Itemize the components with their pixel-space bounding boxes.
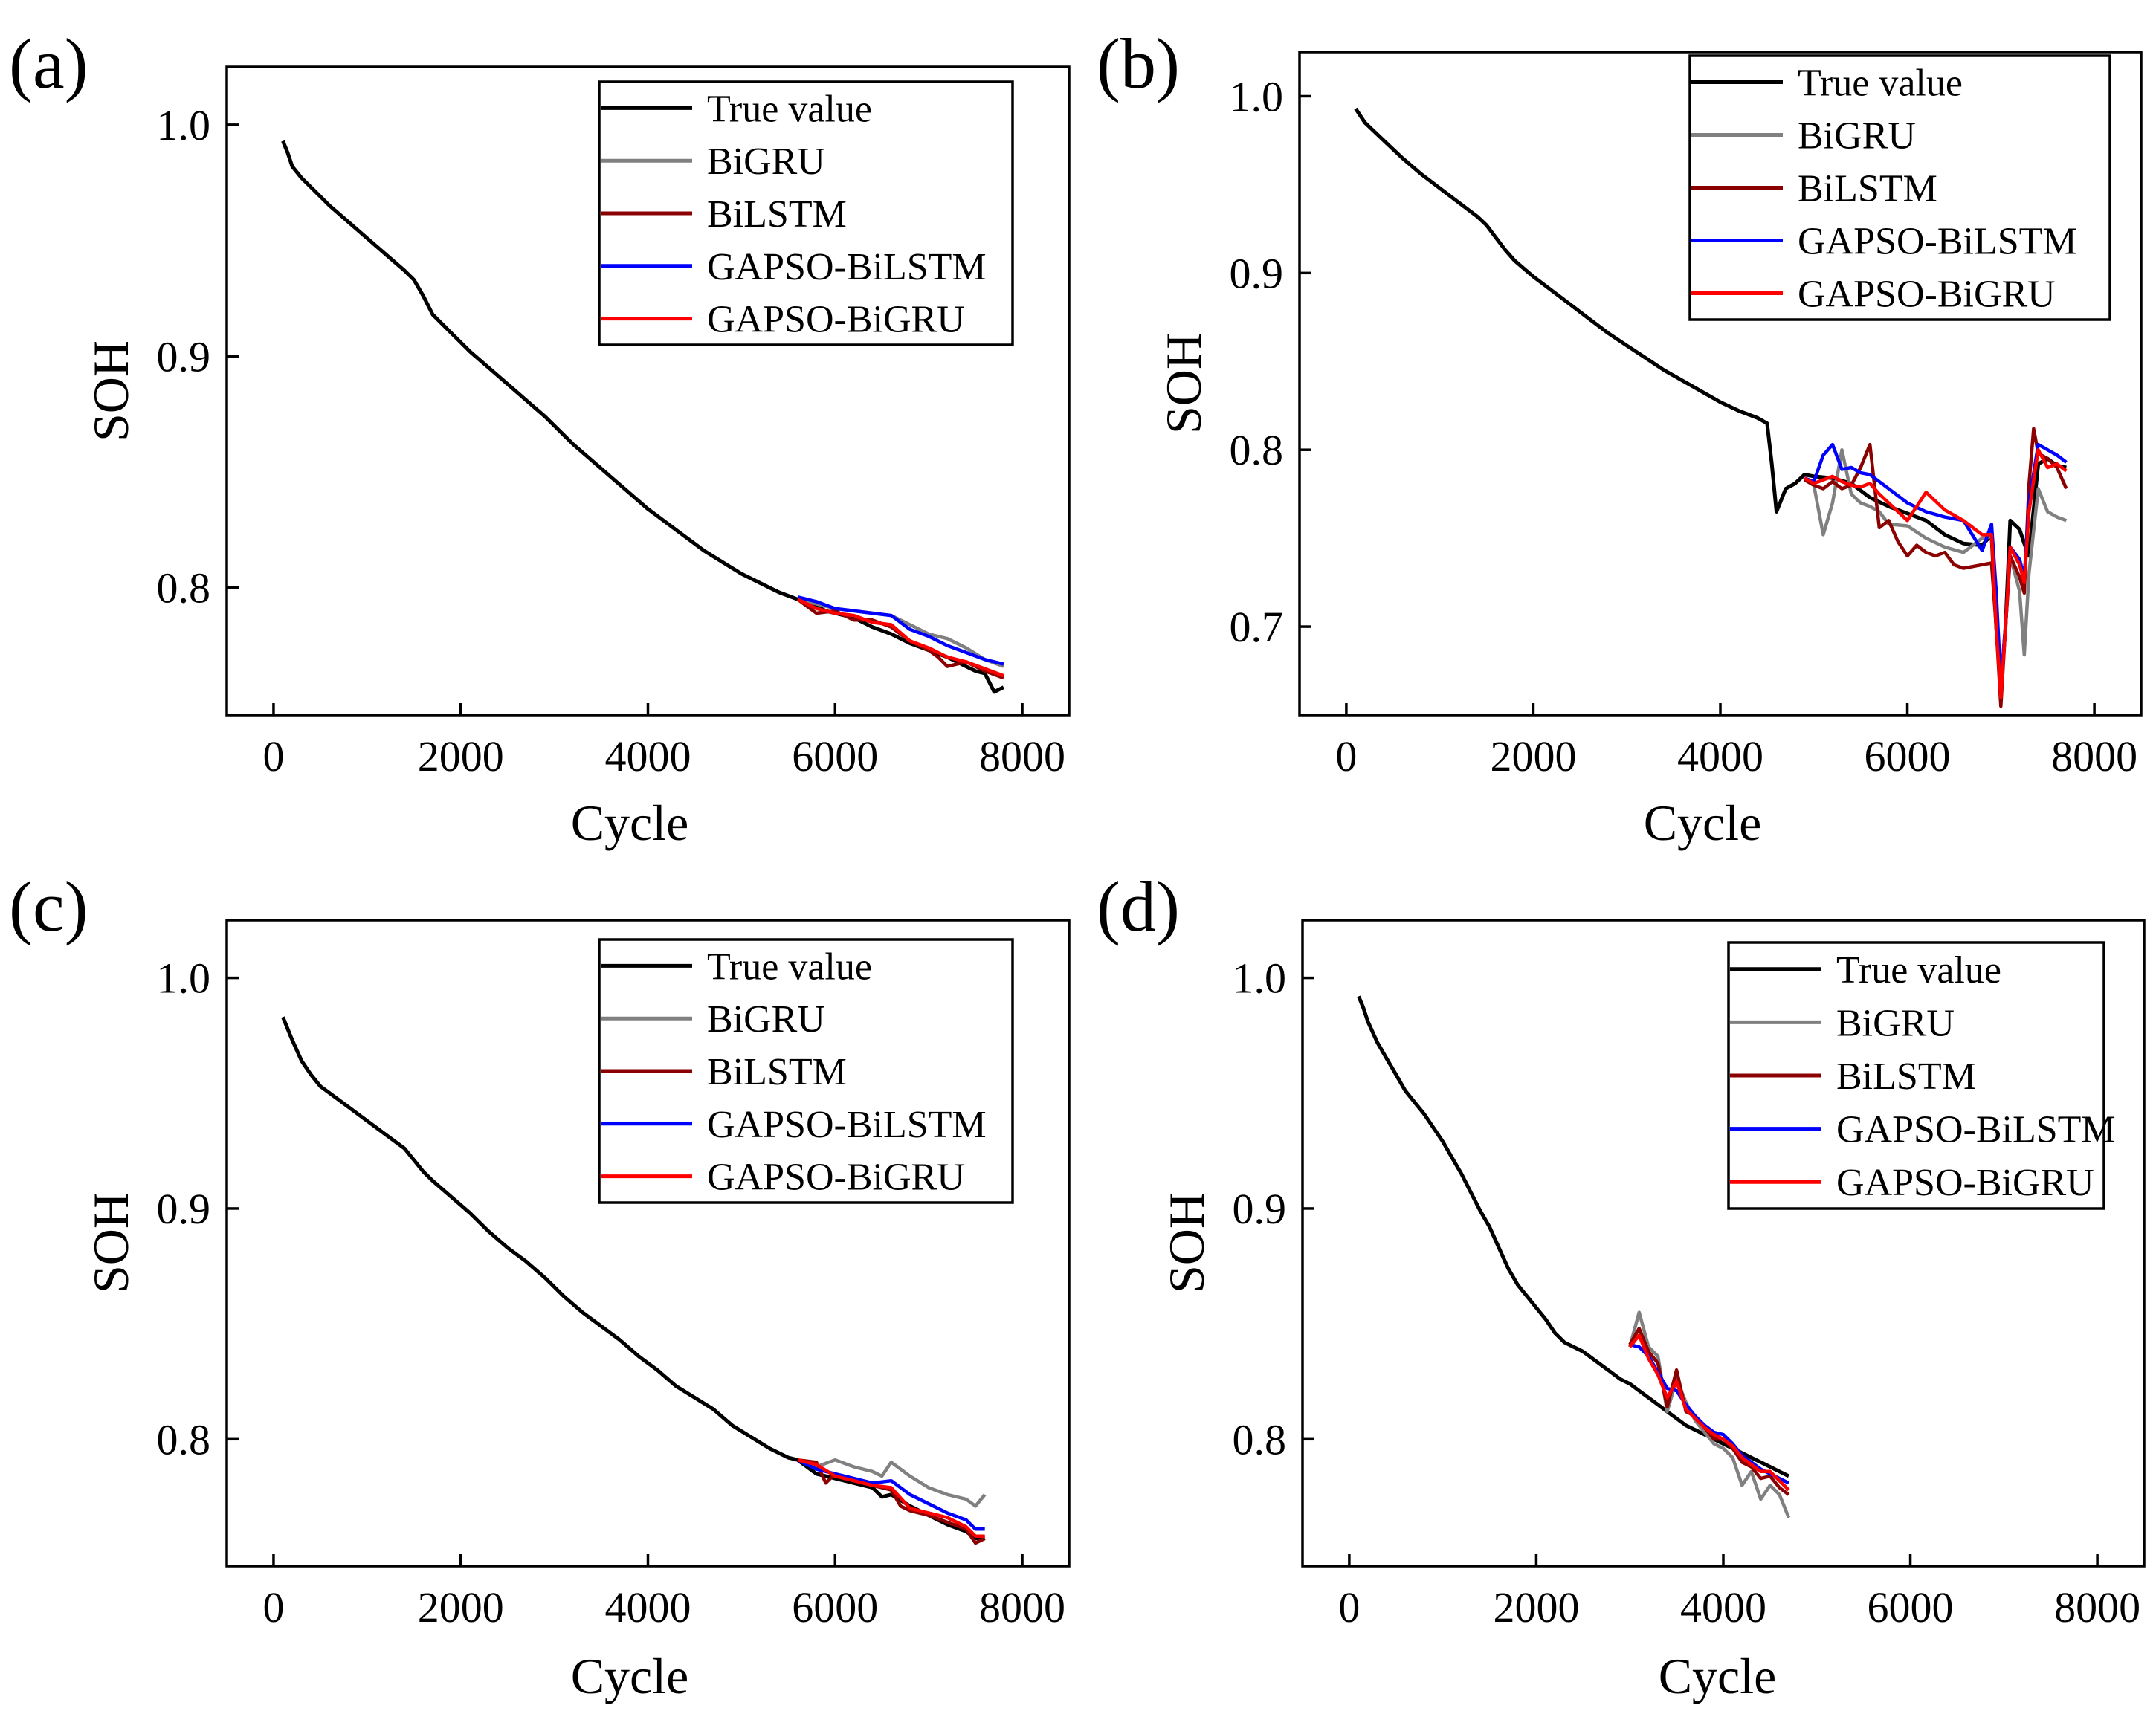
y-tick-label: 1.0: [1233, 954, 1287, 1003]
legend-label: BiGRU: [1798, 115, 1916, 158]
y-axis-label: SOH: [83, 1192, 139, 1293]
x-tick-label: 2000: [418, 1583, 504, 1631]
legend-label: BiLSTM: [1836, 1055, 1976, 1098]
legend-label: True value: [707, 88, 872, 130]
y-tick-label: 0.9: [157, 1185, 211, 1233]
x-tick-label: 6000: [792, 1583, 878, 1631]
series-line-gapso-bigru: [1804, 447, 2068, 699]
y-axis-label: SOH: [1155, 333, 1212, 434]
x-axis-label: Cycle: [1644, 795, 1762, 851]
series-line-true-value: [1357, 995, 1790, 1478]
x-axis-label: Cycle: [571, 1648, 689, 1704]
legend-label: BiGRU: [707, 998, 825, 1041]
panel-letter: (d): [1097, 867, 1180, 946]
x-tick-label: 0: [1335, 732, 1357, 780]
y-tick-label: 1.0: [1230, 72, 1284, 120]
legend-label: True value: [1836, 949, 2001, 992]
x-tick-label: 4000: [605, 1583, 691, 1631]
legend-label: GAPSO-BiLSTM: [1836, 1109, 2116, 1151]
y-tick-label: 0.7: [1230, 603, 1284, 651]
legend-label: GAPSO-BiGRU: [1836, 1162, 2094, 1204]
x-tick-label: 8000: [2051, 732, 2137, 780]
y-tick-label: 1.0: [157, 954, 211, 1003]
series-line-bigru: [1804, 447, 2068, 696]
x-axis-label: Cycle: [1659, 1648, 1777, 1704]
series-line-gapso-bigru: [797, 1458, 985, 1538]
series-line-bilstm: [797, 1458, 986, 1545]
chart-panel-b: (b) 0 2000 4000 6000 8000 0.7 0.8 0.9 1.0 Cycle SOH…: [1097, 24, 2143, 851]
legend: True value BiGRU BiLSTM GAPSO-BiLSTM GAPSO-B…: [1727, 941, 2116, 1210]
x-tick-label: 8000: [979, 1583, 1065, 1631]
legend: True value BiGRU BiLSTM GAPSO-BiLSTM GAPSO-B…: [598, 80, 1014, 346]
y-tick-label: 0.8: [157, 564, 211, 612]
x-tick-label: 0: [262, 1583, 284, 1631]
series-line-bilstm: [1628, 1327, 1790, 1496]
legend-label: GAPSO-BiLSTM: [707, 1104, 987, 1146]
legend-label: BiLSTM: [707, 193, 847, 236]
x-tick-label: 4000: [605, 732, 691, 780]
x-tick-label: 0: [262, 732, 284, 780]
x-tick-label: 6000: [1865, 732, 1951, 780]
chart-panel-a: (a) 0 2000 4000 6000 8000 0.8 0.9 1.0 Cycle SOH Tru…: [9, 24, 1071, 851]
panel-letter: (a): [9, 24, 88, 103]
x-tick-label: 2000: [1493, 1583, 1579, 1631]
x-tick-label: 8000: [2054, 1583, 2140, 1631]
y-tick-label: 0.8: [1233, 1415, 1287, 1463]
chart-panel-c: (c) 0 2000 4000 6000 8000 0.8 0.9 1.0 Cycle SOH Tru…: [9, 867, 1071, 1704]
series-line-gapso-bigru: [1628, 1333, 1790, 1492]
y-tick-label: 0.8: [157, 1415, 211, 1463]
x-tick-label: 6000: [792, 732, 878, 780]
series-line-gapso-bilstm: [797, 595, 1004, 666]
legend-label: BiGRU: [1836, 1002, 1955, 1044]
x-tick-label: 4000: [1677, 732, 1763, 780]
panel-letter: (b): [1097, 24, 1180, 103]
y-tick-label: 1.0: [157, 101, 211, 149]
y-axis-label: SOH: [83, 340, 139, 442]
series-line-true-value: [281, 1016, 985, 1541]
x-tick-label: 2000: [418, 732, 504, 780]
series-line-bigru: [1628, 1310, 1791, 1518]
series-group: [1354, 107, 2068, 708]
legend: True value BiGRU BiLSTM GAPSO-BiLSTM GAPSO-B…: [1688, 54, 2111, 321]
x-axis-label: Cycle: [571, 795, 689, 851]
legend-label: GAPSO-BiLSTM: [707, 246, 987, 288]
x-tick-label: 6000: [1868, 1583, 1954, 1631]
series-line-gapso-bigru: [796, 598, 1004, 678]
series-group: [281, 1016, 987, 1545]
y-tick-label: 0.8: [1230, 426, 1284, 474]
legend-label: GAPSO-BiGRU: [707, 1157, 965, 1199]
series-line-bigru: [797, 1458, 987, 1508]
y-axis-label: SOH: [1158, 1192, 1215, 1293]
x-tick-label: 2000: [1490, 732, 1576, 780]
x-tick-label: 4000: [1680, 1583, 1766, 1631]
legend-label: GAPSO-BiLSTM: [1798, 221, 2077, 263]
legend-label: GAPSO-BiGRU: [1798, 274, 2056, 316]
panel-letter: (c): [9, 867, 88, 946]
legend-label: BiLSTM: [1798, 168, 1937, 210]
x-tick-label: 8000: [979, 732, 1065, 780]
legend-label: True value: [707, 945, 872, 988]
y-tick-label: 0.9: [1230, 249, 1284, 297]
series-group: [1357, 995, 1791, 1518]
y-tick-label: 0.9: [157, 332, 211, 381]
y-tick-label: 0.9: [1233, 1185, 1287, 1233]
x-tick-label: 0: [1338, 1583, 1360, 1631]
legend-label: GAPSO-BiGRU: [707, 299, 965, 341]
legend-label: True value: [1798, 62, 1963, 105]
chart-panel-d: (d) 0 2000 4000 6000 8000 0.8 0.9 1.0 Cycle SOH Tru…: [1097, 867, 2146, 1704]
series-line-true-value: [281, 140, 1005, 694]
legend-label: BiLSTM: [707, 1051, 847, 1093]
legend: True value BiGRU BiLSTM GAPSO-BiLSTM GAPSO-B…: [598, 938, 1014, 1204]
series-group: [281, 140, 1005, 694]
legend-label: BiGRU: [707, 140, 825, 183]
